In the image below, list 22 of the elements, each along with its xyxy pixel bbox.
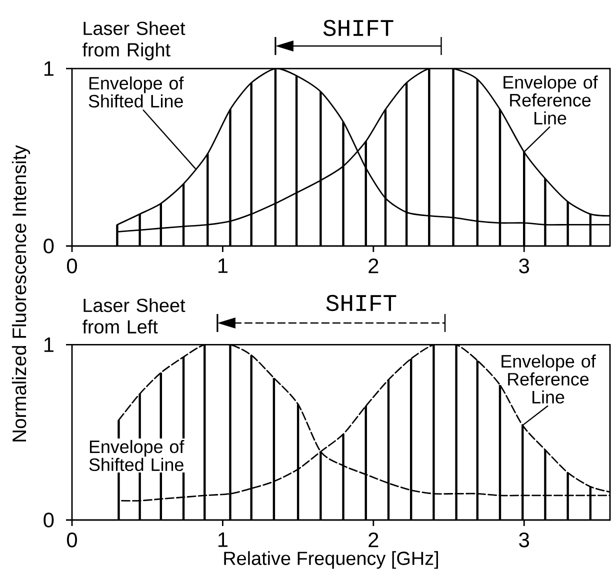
x-tick-label: 1 [218,258,228,273]
y-tick-label: 0 [44,512,54,528]
x-tick-label: 0 [66,258,77,274]
x-axis-title: Relative Frequency [GHz] [224,551,438,569]
y-axis-title: Normalized Fluorescence Intensity [12,145,30,442]
x-tick-label: 1 [218,532,228,547]
text: Envelope of Shifted Line [88,76,184,108]
y-tick-label: 1 [44,61,54,76]
series-label: Envelope of Reference Line [504,75,598,125]
y-tick-label: 0 [44,238,54,254]
text: SHIFT [326,294,396,312]
x-tick-label: 3 [519,258,530,274]
text: SHIFT [323,20,394,36]
series-label: Envelope of Reference Line [502,354,596,404]
x-tick-label: 3 [519,532,530,548]
chart-title: Laser Sheet from Left [82,298,186,334]
x-tick-label: 2 [368,532,378,548]
series-label: Envelope of Shifted Line [89,440,184,472]
x-tick-label: 0 [66,532,77,548]
y-tick-label: 1 [44,338,54,352]
x-tick-label: 2 [368,258,378,274]
chart-title: Laser Sheet from Right [82,21,186,60]
